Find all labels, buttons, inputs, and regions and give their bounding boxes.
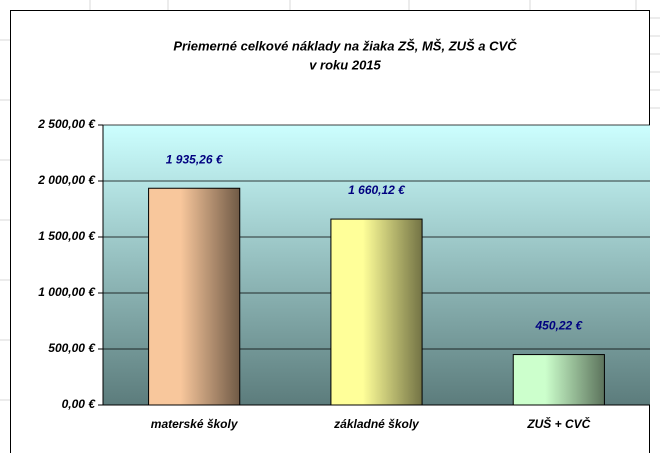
bar bbox=[330, 218, 423, 406]
bar bbox=[512, 354, 605, 406]
x-tick-label: ZUŠ + CVČ bbox=[526, 416, 590, 431]
value-label: 1 935,26 € bbox=[166, 152, 224, 166]
y-tick-label: 2 000,00 € bbox=[37, 173, 96, 187]
y-tick-label: 1 500,00 € bbox=[38, 229, 96, 243]
y-tick-label: 0,00 € bbox=[62, 397, 97, 411]
bar bbox=[148, 187, 241, 406]
y-tick-label: 1 000,00 € bbox=[38, 285, 96, 299]
value-label: 450,22 € bbox=[534, 319, 583, 333]
x-tick-label: základné školy bbox=[333, 417, 420, 431]
x-tick-label: materské školy bbox=[151, 417, 239, 431]
chart-title: Priemerné celkové náklady na žiaka ZŠ, M… bbox=[173, 38, 517, 53]
y-tick-label: 500,00 € bbox=[48, 341, 96, 355]
value-label: 1 660,12 € bbox=[348, 183, 406, 197]
chart-subtitle: v roku 2015 bbox=[309, 57, 381, 72]
spreadsheet-grid bbox=[0, 0, 660, 401]
y-tick-label: 2 500,00 € bbox=[37, 117, 96, 131]
marks: 0,00 € 500,00 € 1 000,00 € 1 500,00 € 2 000,… bbox=[37, 117, 650, 431]
